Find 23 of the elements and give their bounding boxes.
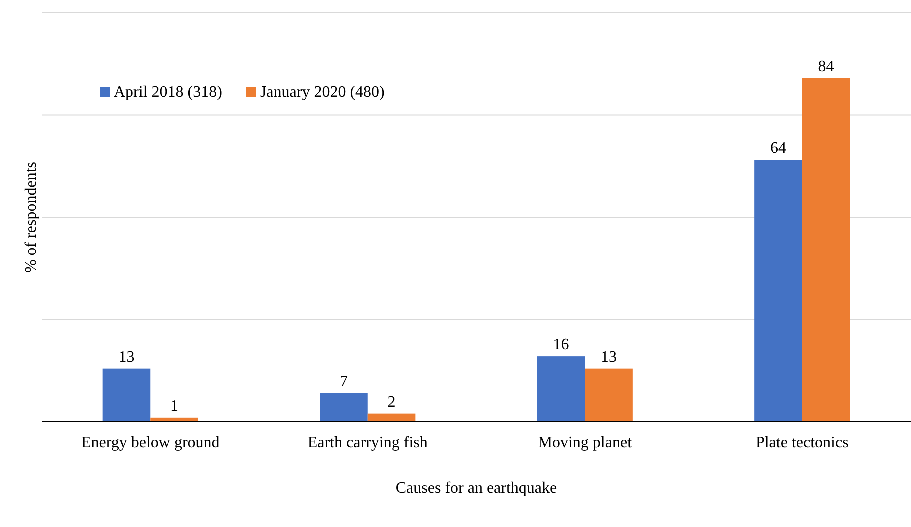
x-tick-label: Energy below ground [81,434,220,452]
x-axis-title: Causes for an earthquake [396,480,558,497]
data-label: 13 [601,348,618,366]
bar [102,368,151,422]
x-tick-label: Earth carrying fish [308,434,428,452]
data-label: 1 [170,398,179,415]
bar [754,160,802,422]
data-label: 84 [818,58,834,76]
data-label: 13 [118,348,135,366]
data-label: 64 [770,140,786,158]
data-label: 2 [388,394,396,411]
x-tick-label: Moving planet [538,434,633,452]
legend-label: April 2018 (318) [114,84,222,101]
data-label: 7 [340,373,348,390]
bar [802,78,850,422]
data-label: 16 [553,336,570,354]
y-axis-title: % of respondents [23,162,40,274]
legend-label: January 2020 (480) [260,84,385,101]
x-tick-label: Plate tectonics [756,434,849,452]
bar [320,393,368,422]
bar [585,368,633,422]
bar [537,356,586,422]
bar [368,414,416,422]
